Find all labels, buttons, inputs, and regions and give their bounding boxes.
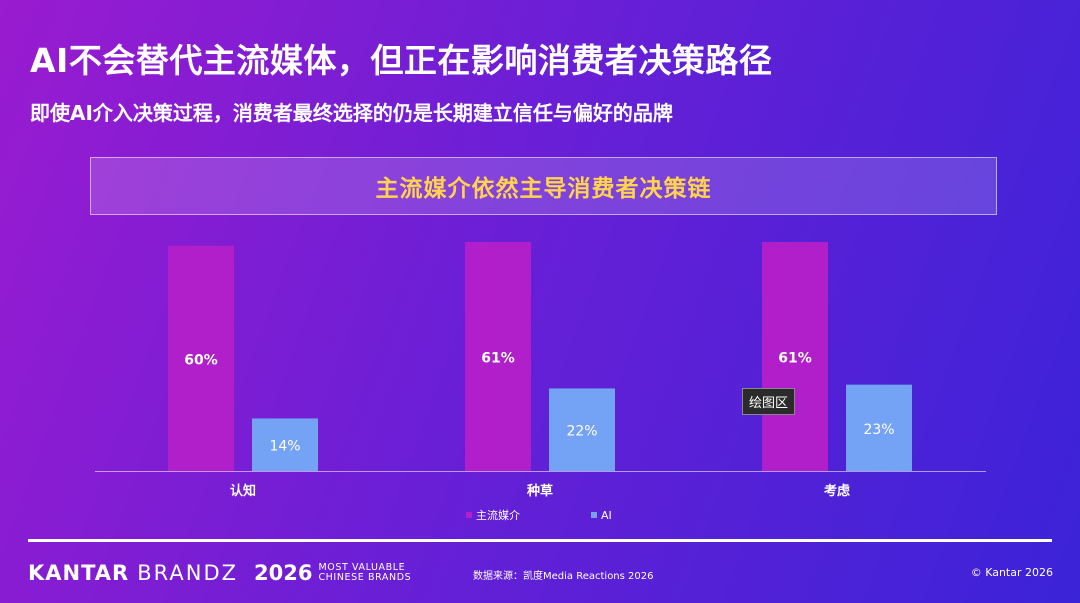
bar-mainstream-1 xyxy=(168,245,234,471)
page-subtitle: 即使AI介入决策过程，消费者最终选择的仍是长期建立信任与偏好的品牌 xyxy=(30,101,673,125)
bar-mainstream-2 xyxy=(465,242,531,471)
brand-kantar: KANTAR xyxy=(28,561,130,585)
legend-label: AI xyxy=(601,509,612,522)
kantar-brandz-logo: KANTAR BRANDZ 2026 MOST VALUABLE CHINESE… xyxy=(28,560,411,586)
page-title: AI不会替代主流媒体，但正在影响消费者决策路径 xyxy=(30,41,773,80)
legend-swatch xyxy=(466,512,472,518)
brand-tagline-line1: MOST VALUABLE xyxy=(318,562,406,573)
bar-value-label: 22% xyxy=(566,424,597,440)
bar-value-label: 23% xyxy=(863,422,894,438)
bar-value-label: 61% xyxy=(778,351,812,367)
brand-tagline-line2: CHINESE BRANDS xyxy=(318,572,412,583)
category-tick-label: 种草 xyxy=(526,483,553,499)
brand-tagline: MOST VALUABLE CHINESE BRANDS xyxy=(318,563,411,583)
bar-mainstream-3 xyxy=(762,242,828,471)
bar-value-label: 61% xyxy=(481,351,515,367)
footer-divider xyxy=(28,539,1052,542)
plot-area-tooltip: 绘图区 xyxy=(742,388,796,415)
bar-value-label: 14% xyxy=(269,439,300,455)
brand-year: 2026 xyxy=(254,561,313,585)
bar-ai-2 xyxy=(549,388,615,471)
category-tick-label: 考虑 xyxy=(824,483,850,499)
legend-label: 主流媒介 xyxy=(476,508,520,522)
brand-brandz: BRANDZ xyxy=(137,561,238,585)
category-tick-label: 认知 xyxy=(230,483,256,499)
copyright: © Kantar 2026 xyxy=(970,566,1053,579)
chart-title: 主流媒介依然主导消费者决策链 xyxy=(375,176,712,202)
data-source: 数据来源：凯度Media Reactions 2026 xyxy=(473,571,654,582)
legend-swatch xyxy=(591,512,597,518)
bar-ai-3 xyxy=(846,384,912,471)
bar-ai-1 xyxy=(252,418,318,471)
bar-value-label: 60% xyxy=(184,352,218,368)
chart-title-banner: 主流媒介依然主导消费者决策链 xyxy=(90,157,997,215)
